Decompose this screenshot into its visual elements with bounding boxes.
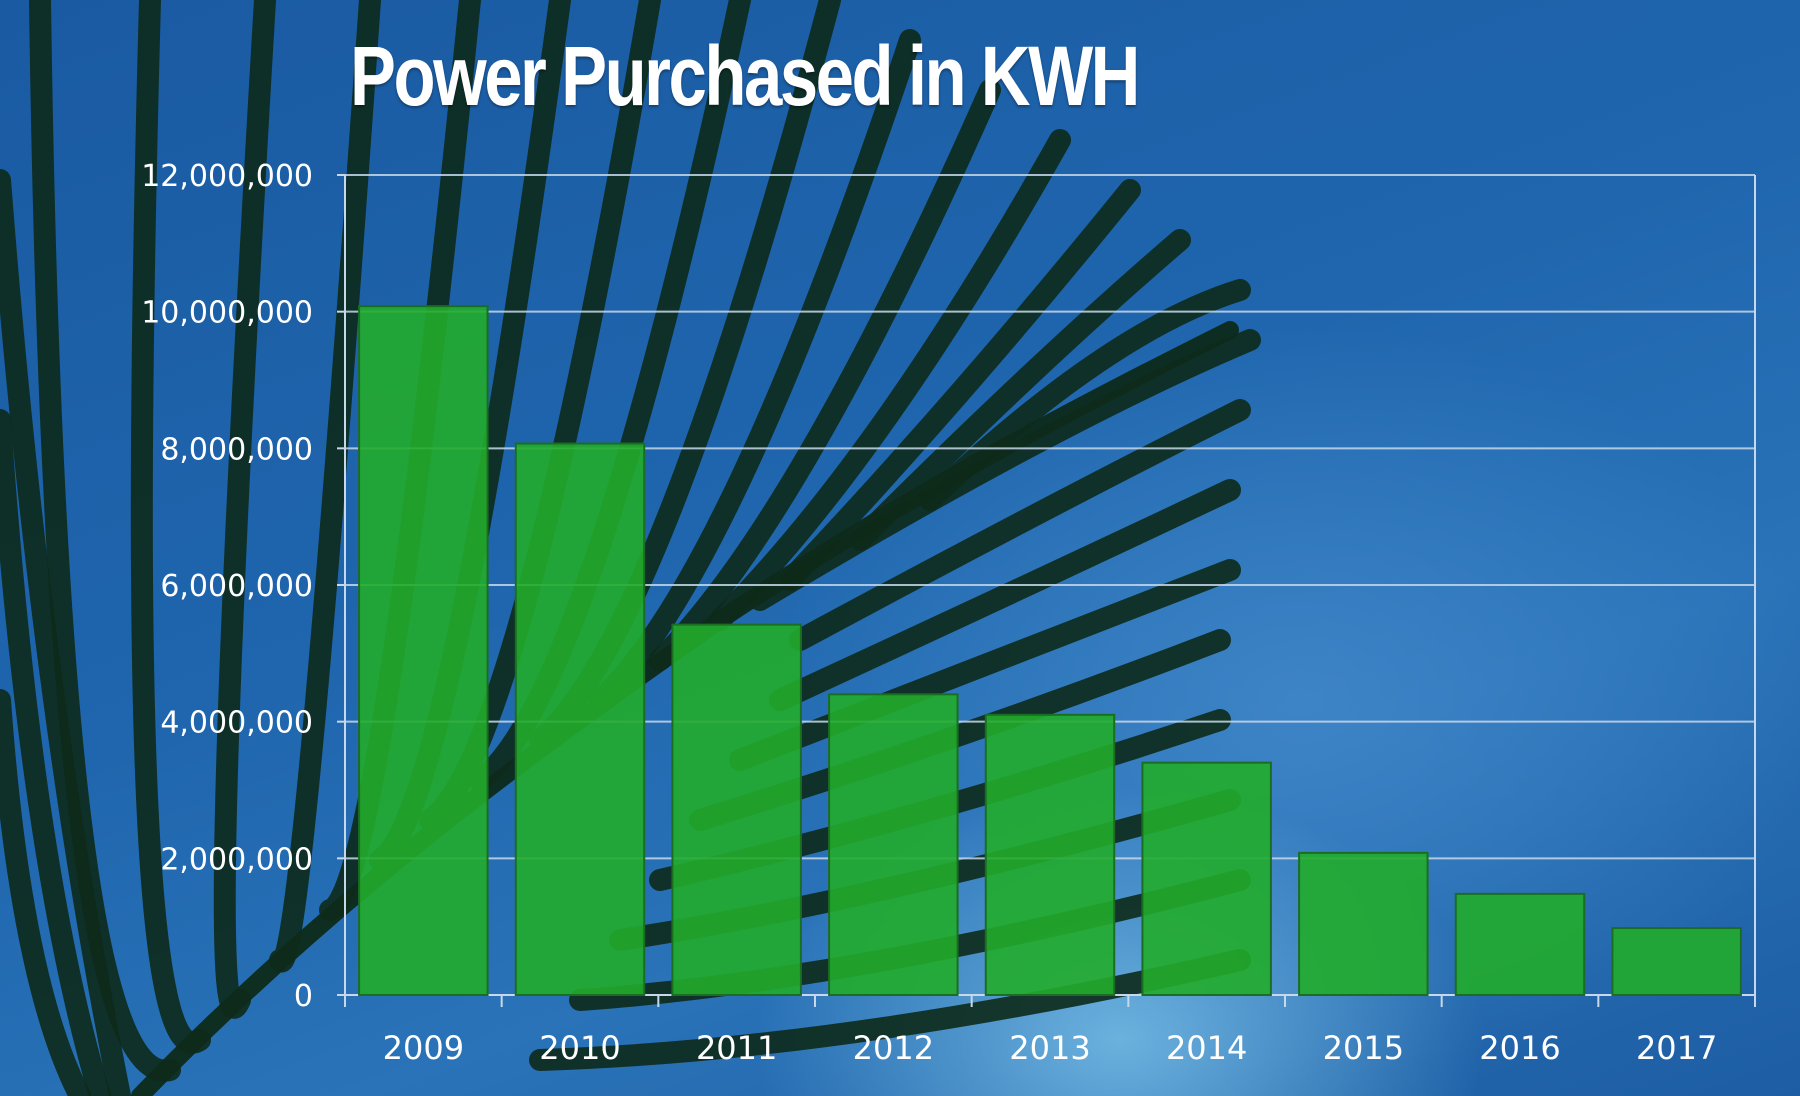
y-tick-label: 4,000,000 (160, 706, 313, 741)
bar-2014 (1141, 761, 1272, 997)
bar-2012 (828, 693, 959, 996)
x-tick-labels: 2009 2010 2011 2012 2013 2014 2015 2016 2017 (383, 1029, 1718, 1067)
bars (358, 305, 1742, 997)
x-tick-label: 2014 (1166, 1029, 1247, 1067)
chart-title: Power Purchased in KWH (350, 29, 1140, 123)
bar-2010 (514, 442, 646, 996)
bar-2011 (671, 623, 802, 997)
x-tick-label: 2016 (1479, 1029, 1560, 1067)
bar-2013 (984, 713, 1116, 996)
y-tick-label: 0 (294, 979, 313, 1014)
x-tick-label: 2013 (1009, 1029, 1090, 1067)
y-tick-label: 10,000,000 (141, 296, 313, 331)
x-tick-label: 2011 (696, 1029, 777, 1067)
y-tick-label: 12,000,000 (141, 159, 313, 194)
x-tick-label: 2015 (1323, 1029, 1404, 1067)
y-tick-label: 2,000,000 (160, 842, 313, 877)
bar-2009 (358, 305, 489, 996)
bar-2016 (1454, 892, 1586, 996)
x-tick-label: 2012 (853, 1029, 934, 1067)
x-tick-label: 2010 (539, 1029, 620, 1067)
bar-2015 (1298, 851, 1429, 996)
y-tick-labels: 0 2,000,000 4,000,000 6,000,000 8,000,000 10,… (141, 159, 313, 1014)
y-tick-label: 6,000,000 (160, 569, 313, 604)
x-tick-label: 2017 (1636, 1029, 1717, 1067)
x-tick-label: 2009 (383, 1029, 464, 1067)
bar-2017 (1611, 927, 1742, 996)
y-tick-label: 8,000,000 (160, 432, 313, 467)
